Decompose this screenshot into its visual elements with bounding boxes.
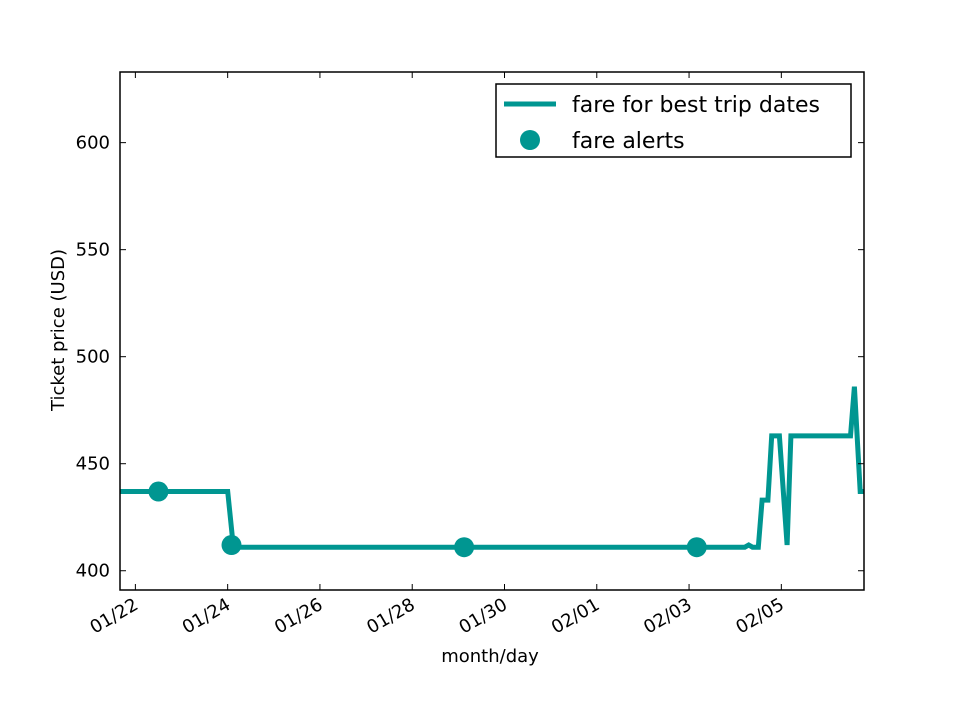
x-axis-label: month/day	[441, 646, 539, 667]
legend-label-fare-line: fare for best trip dates	[572, 93, 820, 118]
y-tick-label: 400	[76, 561, 110, 582]
plot-area	[120, 386, 864, 558]
legend-swatch-marker	[520, 130, 540, 150]
legend: fare for best trip dates fare alerts	[495, 83, 852, 158]
y-axis-label: Ticket price (USD)	[48, 249, 69, 412]
y-tick-label: 600	[76, 133, 110, 154]
y-tick-label: 550	[76, 240, 110, 261]
fare-line	[120, 386, 864, 550]
plot-frame	[119, 71, 865, 591]
fare-alert-marker	[221, 535, 242, 556]
fare-alert-marker	[148, 481, 169, 502]
legend-box	[495, 83, 852, 158]
y-tick-label: 450	[76, 454, 110, 475]
y-tick-label: 500	[76, 347, 110, 368]
fare-alert-marker	[454, 537, 475, 558]
fare-alert-marker	[686, 537, 707, 558]
legend-label-fare-alerts: fare alerts	[572, 129, 685, 154]
